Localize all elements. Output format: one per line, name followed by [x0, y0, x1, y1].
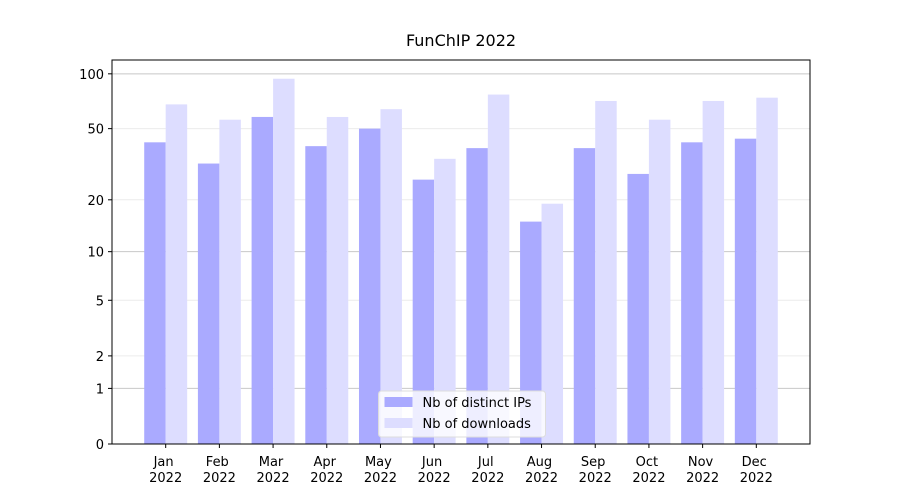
chart-title: FunChIP 2022	[406, 31, 516, 50]
bar	[466, 148, 488, 445]
bar	[702, 100, 725, 444]
bar	[251, 116, 274, 444]
bar	[520, 221, 542, 444]
y-tick-label: 5	[96, 294, 104, 309]
bar	[273, 78, 295, 445]
bar	[756, 97, 778, 444]
y-tick-label: 2	[96, 350, 104, 365]
bar	[681, 142, 703, 444]
bar	[380, 109, 402, 444]
bar	[541, 203, 564, 444]
bar	[144, 142, 166, 444]
x-tick-label: Nov 2022	[686, 455, 719, 486]
x-tick-label: Jun 2022	[418, 455, 451, 486]
bar	[197, 163, 220, 444]
bar	[219, 119, 241, 444]
bars	[144, 78, 778, 445]
x-tick-label: Feb 2022	[203, 455, 236, 486]
legend-label: Nb of downloads	[423, 417, 532, 432]
legend-box	[378, 390, 546, 438]
legend-swatch	[384, 418, 413, 428]
x-tick-label: Sep 2022	[579, 455, 612, 486]
y-tick-label: 1	[96, 382, 104, 397]
y-tick-label: 100	[79, 68, 104, 83]
x-tick-label: Mar 2022	[257, 455, 290, 486]
x-tick-label: Oct 2022	[632, 455, 665, 486]
bar	[165, 104, 188, 445]
x-tick-label: Jul 2022	[471, 455, 504, 486]
y-tick-label: 10	[87, 246, 104, 261]
bar	[573, 148, 596, 445]
y-tick-label: 20	[87, 194, 104, 209]
bar	[358, 128, 381, 444]
x-tick-label: May 2022	[364, 455, 397, 486]
legend-swatch	[384, 397, 413, 407]
legend-label: Nb of distinct IPs	[423, 396, 532, 411]
y-tick-label: 0	[96, 438, 104, 453]
x-tick-label: Dec 2022	[740, 455, 773, 486]
y-tick-label: 50	[87, 123, 104, 138]
bar	[412, 179, 435, 444]
x-tick-label: Jan 2022	[149, 455, 182, 486]
x-tick-label: Aug 2022	[525, 455, 558, 486]
bar	[595, 100, 617, 444]
x-tick-label: Apr 2022	[310, 455, 343, 486]
bar	[434, 158, 456, 444]
bar	[487, 94, 510, 444]
bar	[648, 119, 671, 444]
bar	[734, 138, 757, 444]
plot-frame	[111, 59, 811, 445]
bar	[305, 146, 327, 444]
bar	[627, 173, 649, 444]
bar	[326, 116, 349, 444]
legend: Nb of distinct IPs Nb of downloads	[378, 390, 546, 438]
